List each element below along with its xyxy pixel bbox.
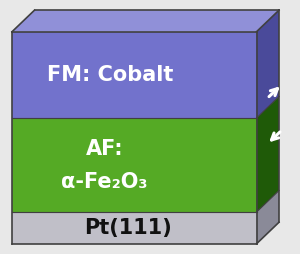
Polygon shape bbox=[256, 190, 279, 244]
Polygon shape bbox=[12, 212, 256, 244]
Text: FM: Cobalt: FM: Cobalt bbox=[47, 65, 173, 85]
Polygon shape bbox=[256, 10, 279, 118]
Polygon shape bbox=[12, 118, 256, 212]
Text: AF:
α-Fe₂O₃: AF: α-Fe₂O₃ bbox=[61, 139, 148, 192]
Polygon shape bbox=[256, 97, 279, 212]
Polygon shape bbox=[12, 32, 256, 118]
Polygon shape bbox=[12, 10, 279, 32]
Text: Pt(111): Pt(111) bbox=[84, 218, 172, 238]
